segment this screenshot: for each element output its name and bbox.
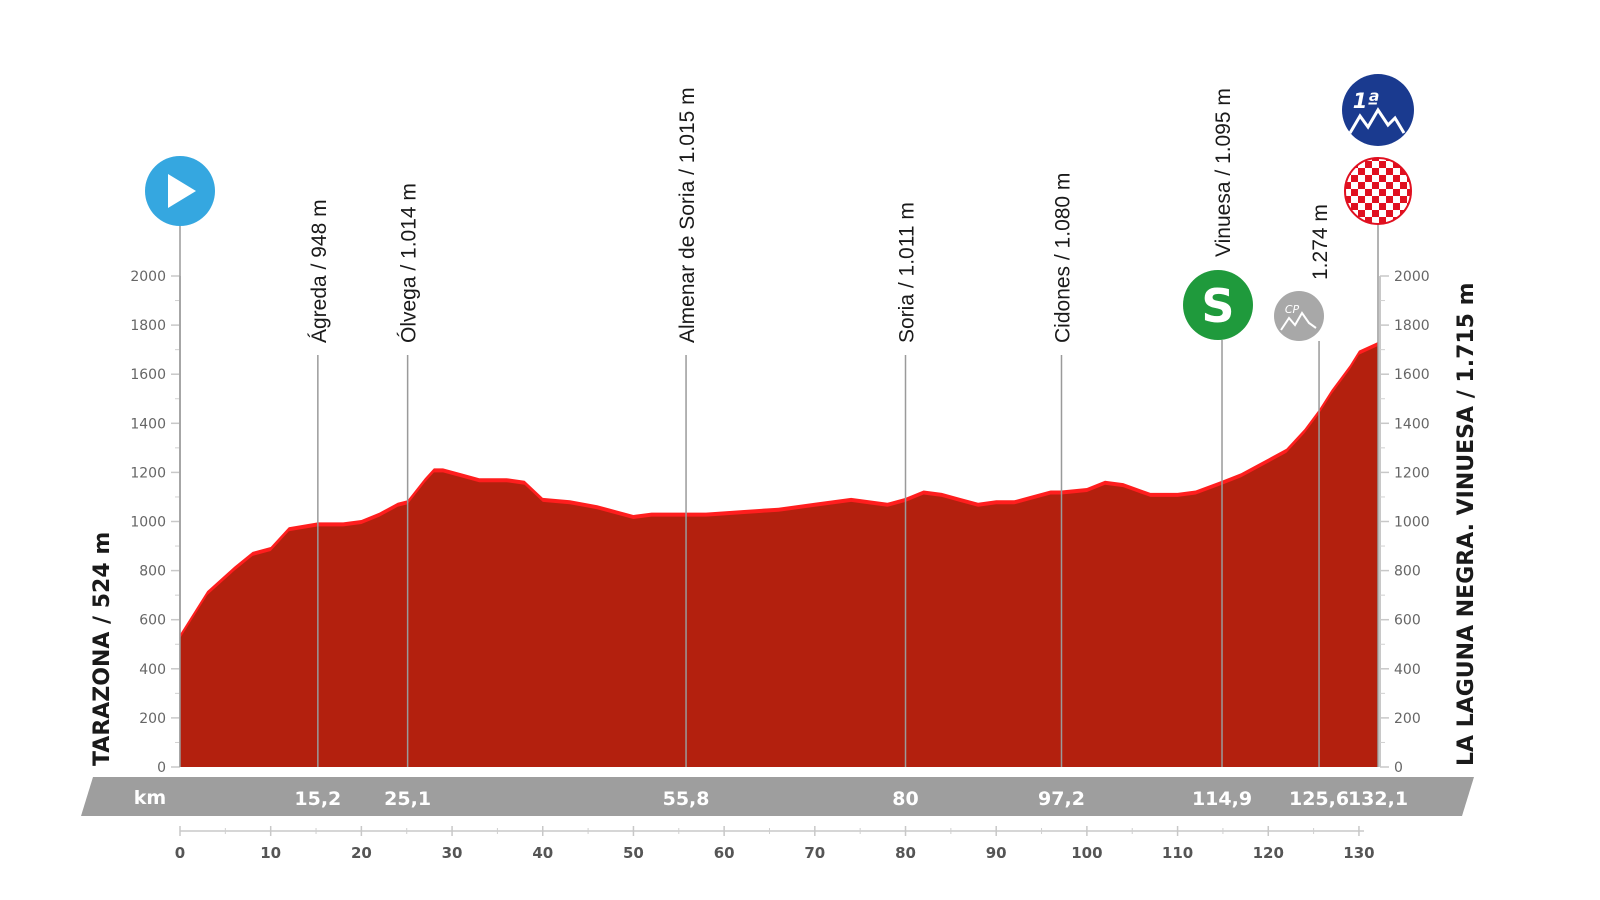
checkpoint-marker: CP	[1274, 291, 1324, 341]
waypoint-label: Vinuesa / 1.095 m	[1212, 88, 1235, 257]
waypoint-label: Almenar de Soria / 1.015 m	[676, 87, 699, 343]
waypoint-km-label: 80	[892, 788, 918, 810]
waypoint-km-label: 97,2	[1038, 788, 1085, 810]
waypoint-label: Soria / 1.011 m	[896, 202, 919, 343]
y-tick-label-left: 1400	[130, 416, 166, 432]
waypoint-label: Ólvega / 1.014 m	[398, 183, 421, 343]
x-tick-label: 20	[351, 844, 372, 862]
y-tick-label-left: 1000	[130, 515, 166, 531]
x-axis: 0 10 20 30 40 50 60 70 80 90 100 110 120 130	[175, 826, 1375, 862]
sprint-icon-letter: S	[1201, 279, 1234, 333]
finish-flag-icon	[1345, 158, 1411, 224]
climb-category-label: 1ª	[1353, 89, 1380, 113]
y-tick-label-left: 1800	[130, 318, 166, 334]
waypoint-label: Cidones / 1.080 m	[1051, 173, 1074, 343]
x-tick-label: 40	[532, 844, 553, 862]
x-tick-label: 80	[895, 844, 916, 862]
y-tick-label-left: 1200	[130, 465, 166, 481]
finish-town-label: LA LAGUNA NEGRA. VINUESA / 1.715 m	[1454, 282, 1479, 766]
x-tick-label: 130	[1343, 844, 1374, 862]
waypoint-km-label: 125,6	[1289, 788, 1349, 810]
x-tick-label: 110	[1162, 844, 1193, 862]
y-tick-label-right: 0	[1394, 760, 1403, 776]
y-tick-label-left: 2000	[130, 269, 166, 285]
elevation-profile	[180, 342, 1378, 767]
waypoint-label: 1.274 m	[1309, 204, 1332, 280]
x-tick-label: 0	[175, 844, 185, 862]
x-tick-label: 90	[986, 844, 1007, 862]
band-km-label: km	[134, 787, 166, 809]
start-marker	[145, 156, 215, 767]
distance-band: km	[81, 777, 1474, 816]
y-tick-label-right: 800	[1394, 564, 1421, 580]
y-tick-label-right: 1800	[1394, 318, 1430, 334]
x-tick-label: 10	[260, 844, 281, 862]
x-tick-label: 120	[1253, 844, 1284, 862]
sprint-icon	[1183, 270, 1253, 340]
y-tick-label-right: 400	[1394, 662, 1421, 678]
finish-marker: 1ª	[1342, 74, 1414, 767]
y-tick-label-right: 1600	[1394, 367, 1430, 383]
y-tick-label-left: 200	[139, 711, 166, 727]
y-tick-label-right: 200	[1394, 711, 1421, 727]
y-tick-label-left: 600	[139, 613, 166, 629]
y-tick-label-right: 1000	[1394, 515, 1430, 531]
checkpoint-icon-text: CP	[1285, 303, 1300, 316]
waypoints: Ágreda / 948 m Ólvega / 1.014 m Almenar de…	[308, 87, 1332, 767]
y-tick-label-left: 400	[139, 662, 166, 678]
x-tick-label: 60	[714, 844, 735, 862]
y-tick-label-left: 0	[157, 760, 166, 776]
y-tick-label-left: 800	[139, 564, 166, 580]
y-tick-label-right: 2000	[1394, 269, 1430, 285]
y-tick-label-right: 1400	[1394, 416, 1430, 432]
waypoint-km-label: 114,9	[1192, 788, 1252, 810]
elevation-area	[180, 346, 1378, 767]
x-tick-label: 70	[804, 844, 825, 862]
x-tick-label: 100	[1071, 844, 1102, 862]
y-tick-label-right: 600	[1394, 613, 1421, 629]
waypoint-km-label: 15,2	[294, 788, 341, 810]
x-tick-label: 50	[623, 844, 644, 862]
waypoint-label: Ágreda / 948 m	[308, 199, 331, 343]
y-tick-label-left: 1600	[130, 367, 166, 383]
y-tick-label-right: 1200	[1394, 465, 1430, 481]
waypoint-km-label: 132,1	[1348, 788, 1408, 810]
checkpoint-icon	[1274, 291, 1324, 341]
x-tick-label: 30	[442, 844, 463, 862]
start-town-label: TARAZONA / 524 m	[90, 532, 115, 766]
y-axis-left: 0 200 400 600 800 1000 1200 1400 1600 1800 2000	[130, 269, 180, 776]
waypoint-km-label: 55,8	[663, 788, 710, 810]
waypoint-km-label: 25,1	[384, 788, 431, 810]
sprint-marker: S	[1183, 270, 1253, 340]
y-axis-right: 0 200 400 600 800 1000 1200 1400 1600 1800 2000	[1380, 269, 1430, 776]
